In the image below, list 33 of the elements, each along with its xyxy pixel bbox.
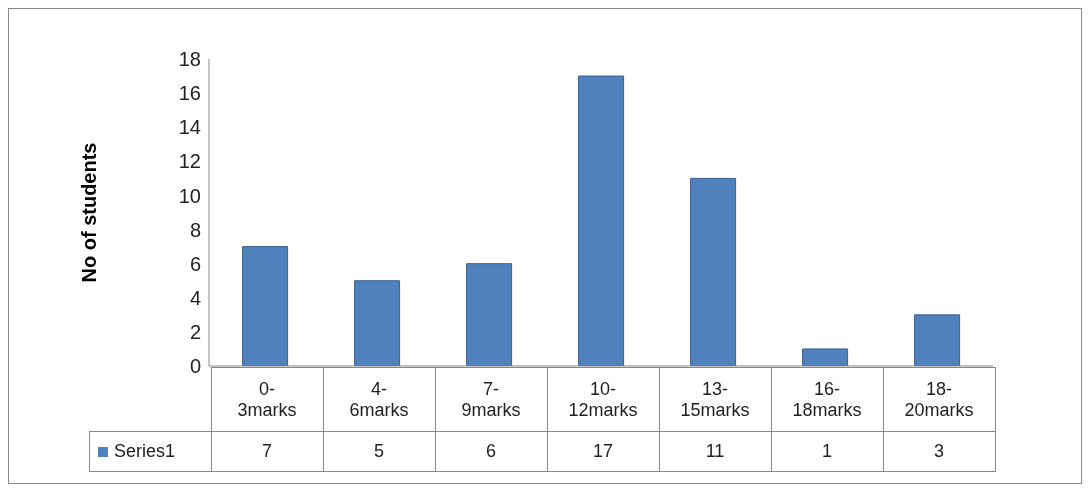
data-label: 5	[323, 431, 435, 472]
bar	[578, 75, 625, 366]
y-tick-label: 0	[189, 355, 201, 378]
y-tick-label: 14	[178, 116, 201, 139]
data-label: 11	[659, 431, 771, 472]
y-tick-label: 18	[178, 48, 201, 71]
y-tick-label: 4	[189, 286, 201, 309]
data-label: 6	[435, 431, 547, 472]
x-tick-label: 4-6marks	[348, 378, 410, 421]
data-label: 1	[771, 431, 883, 472]
x-tick-label: 7-9marks	[460, 378, 522, 421]
data-label: 17	[547, 431, 659, 472]
y-tick-label: 16	[178, 82, 201, 105]
bar	[466, 263, 513, 366]
x-tick-label: 0-3marks	[236, 378, 298, 421]
data-label: 7	[211, 431, 323, 472]
x-tick-label: 18-20marks	[903, 378, 975, 421]
y-tick-label: 2	[189, 320, 201, 343]
y-tick-label: 8	[189, 218, 201, 241]
x-tick-label: 16-18marks	[791, 378, 863, 421]
legend-label: Series1	[113, 441, 176, 461]
bar	[354, 280, 401, 366]
bar	[914, 314, 961, 366]
y-tick-label: 6	[189, 252, 201, 275]
y-axis-title: No of students	[78, 142, 101, 283]
x-tick-label: 13-15marks	[679, 378, 751, 421]
bar	[242, 246, 289, 366]
y-tick-label: 10	[178, 184, 201, 207]
y-tick-label: 12	[178, 150, 201, 173]
bar	[802, 348, 849, 366]
x-tick-label: 10-12marks	[567, 378, 639, 421]
bar	[690, 177, 737, 366]
data-label: 3	[883, 431, 995, 472]
